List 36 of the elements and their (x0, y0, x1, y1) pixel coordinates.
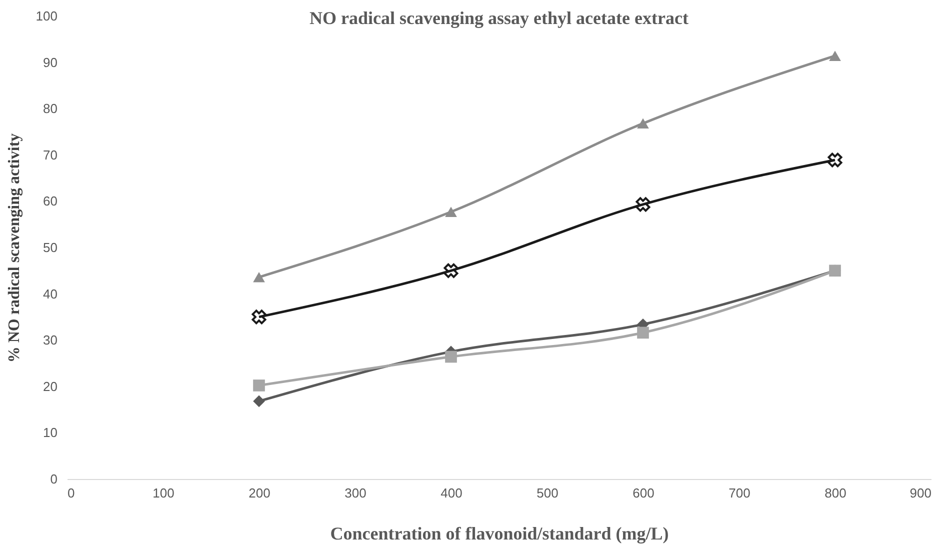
y-tick-label: 90 (43, 54, 58, 70)
y-tick-label: 70 (43, 147, 58, 162)
y-tick-label: 50 (43, 240, 58, 255)
y-tick-label: 30 (43, 332, 58, 348)
y-tick-label: 100 (36, 8, 58, 24)
y-tick-label: 80 (43, 101, 58, 116)
x-tick-label: 100 (152, 486, 174, 500)
point (253, 380, 265, 392)
point (636, 197, 650, 212)
x-axis-title: Concentration of flavonoid/standard (mg/L) (330, 524, 669, 544)
y-tick-label: 10 (43, 425, 58, 440)
y-tick-label: 60 (43, 194, 58, 209)
point (637, 326, 649, 339)
x-tick-label: 0 (68, 486, 75, 500)
point (253, 272, 265, 282)
y-axis-title: % NO radical scavenging activity (6, 133, 23, 363)
point (829, 50, 841, 61)
y-tick-label: 20 (43, 378, 58, 394)
point (637, 118, 649, 129)
point (828, 152, 842, 168)
point (252, 310, 266, 324)
x-tick-label: 400 (440, 486, 462, 500)
point (445, 350, 457, 363)
point (253, 395, 265, 408)
point (445, 206, 457, 217)
y-tick-label: 40 (43, 286, 58, 302)
x-tick-label: 600 (632, 486, 654, 500)
x-tick-label: 200 (248, 486, 270, 500)
x-tick-label: 500 (536, 486, 558, 500)
x-tick-label: 800 (824, 486, 846, 500)
x-tick-label: 700 (728, 486, 750, 500)
x-tick-label: 900 (910, 486, 932, 500)
x-tick-label: 300 (344, 486, 366, 500)
y-tick-label: 0 (50, 472, 58, 486)
chart-title: NO radical scavenging assay ethyl acetate extract (310, 8, 688, 28)
point (444, 263, 458, 278)
